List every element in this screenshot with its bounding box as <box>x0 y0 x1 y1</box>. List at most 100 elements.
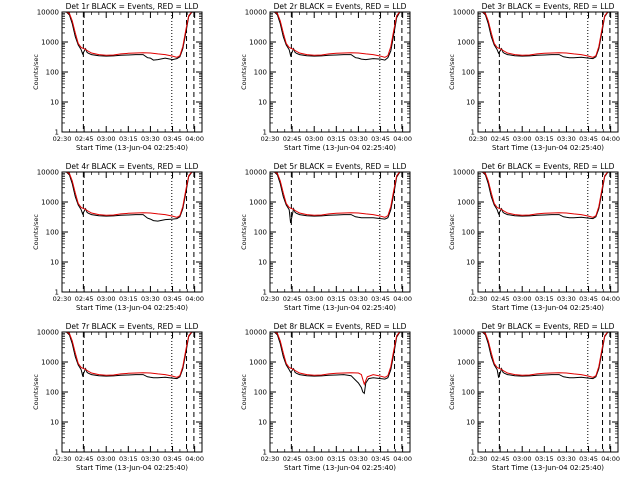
x-tick-label: 03:00 <box>513 455 532 463</box>
plot-frame <box>477 171 619 293</box>
lld-series-line <box>66 12 195 58</box>
x-tick-label: 03:15 <box>535 455 554 463</box>
y-tick-label: 10000 <box>37 329 59 337</box>
x-tick-label: 03:30 <box>141 295 160 303</box>
lld-series-line <box>66 332 195 378</box>
y-axis-label: Counts/sec <box>448 374 456 410</box>
x-tick-label: 04:00 <box>601 135 620 143</box>
panel-7: Det 7r BLACK = Events, RED = LLD 1 10 100 10… <box>32 322 204 472</box>
panel-title: Det 3r BLACK = Events, RED = LLD <box>482 2 615 11</box>
y-tick-label: 1 <box>55 449 59 457</box>
x-tick-label: 03:45 <box>163 135 182 143</box>
x-tick-label: 04:00 <box>185 135 204 143</box>
y-tick-label: 1000 <box>457 39 475 47</box>
y-tick-label: 1000 <box>41 359 59 367</box>
x-tick-label: 02:45 <box>75 295 94 303</box>
panel-3: Det 3r BLACK = Events, RED = LLD 1 10 100 10… <box>448 2 620 152</box>
lld-series-line <box>274 332 403 386</box>
x-axis-label: Start Time (13-Jun-04 02:25:40) <box>76 304 188 312</box>
x-tick-label: 03:15 <box>535 295 554 303</box>
events-series-line <box>66 172 195 222</box>
y-tick-label: 10000 <box>37 9 59 17</box>
x-tick-label: 03:00 <box>305 455 324 463</box>
x-tick-label: 03:15 <box>327 295 346 303</box>
y-tick-label: 10 <box>258 259 267 267</box>
panel-title: Det 1r BLACK = Events, RED = LLD <box>66 2 199 11</box>
x-tick-label: 02:45 <box>283 455 302 463</box>
y-tick-label: 100 <box>462 389 475 397</box>
y-axis-label: Counts/sec <box>32 214 40 250</box>
plot-frame <box>269 171 411 293</box>
x-tick-label: 03:30 <box>349 135 368 143</box>
y-axis-label: Counts/sec <box>32 54 40 90</box>
x-tick-label: 03:30 <box>557 455 576 463</box>
panel-9: Det 9r BLACK = Events, RED = LLD 1 10 100 10… <box>448 322 620 472</box>
y-tick-label: 10000 <box>245 169 267 177</box>
y-tick-label: 1000 <box>457 199 475 207</box>
x-tick-label: 02:45 <box>283 295 302 303</box>
y-tick-label: 100 <box>462 69 475 77</box>
y-tick-label: 1 <box>55 289 59 297</box>
x-axis-label: Start Time (13-Jun-04 02:25:40) <box>76 144 188 152</box>
x-tick-label: 03:45 <box>371 135 390 143</box>
x-tick-label: 02:45 <box>283 135 302 143</box>
y-axis-label: Counts/sec <box>448 54 456 90</box>
panel-title: Det 2r BLACK = Events, RED = LLD <box>274 2 407 11</box>
y-tick-label: 100 <box>46 229 59 237</box>
x-tick-label: 02:30 <box>469 135 488 143</box>
plot-frame <box>61 331 203 453</box>
x-tick-label: 03:30 <box>349 295 368 303</box>
x-axis-label: Start Time (13-Jun-04 02:25:40) <box>492 464 604 472</box>
y-axis-label: Counts/sec <box>240 374 248 410</box>
x-tick-label: 03:30 <box>557 135 576 143</box>
y-tick-label: 1 <box>471 129 475 137</box>
x-tick-label: 02:30 <box>261 295 280 303</box>
events-series-line <box>482 332 611 380</box>
y-tick-label: 10 <box>50 99 59 107</box>
x-axis-label: Start Time (13-Jun-04 02:25:40) <box>284 144 396 152</box>
x-tick-label: 02:45 <box>491 135 510 143</box>
x-axis-label: Start Time (13-Jun-04 02:25:40) <box>76 464 188 472</box>
y-tick-label: 10 <box>466 99 475 107</box>
y-tick-label: 1000 <box>41 39 59 47</box>
events-series-line <box>482 172 611 220</box>
panel-2: Det 2r BLACK = Events, RED = LLD 1 10 100 10… <box>240 2 412 152</box>
y-tick-label: 10 <box>50 259 59 267</box>
x-tick-label: 02:30 <box>261 135 280 143</box>
x-tick-label: 02:45 <box>491 455 510 463</box>
x-tick-label: 03:15 <box>327 135 346 143</box>
y-tick-label: 10000 <box>453 329 475 337</box>
x-tick-label: 03:00 <box>513 135 532 143</box>
y-tick-label: 10000 <box>453 169 475 177</box>
y-axis-label: Counts/sec <box>240 54 248 90</box>
y-axis-label: Counts/sec <box>448 214 456 250</box>
events-series-line <box>66 12 195 61</box>
x-tick-label: 03:00 <box>305 135 324 143</box>
lld-series-line <box>482 332 611 378</box>
y-tick-label: 100 <box>254 389 267 397</box>
x-tick-label: 04:00 <box>393 135 412 143</box>
y-tick-label: 100 <box>254 69 267 77</box>
x-tick-label: 02:30 <box>469 295 488 303</box>
panel-title: Det 5r BLACK = Events, RED = LLD <box>274 162 407 171</box>
x-tick-label: 02:30 <box>53 455 72 463</box>
lld-series-line <box>482 12 611 58</box>
y-tick-label: 1000 <box>457 359 475 367</box>
y-tick-label: 1000 <box>249 359 267 367</box>
x-tick-label: 04:00 <box>601 455 620 463</box>
x-tick-label: 03:45 <box>163 455 182 463</box>
events-series-line <box>274 332 403 395</box>
x-tick-label: 02:30 <box>53 135 72 143</box>
x-tick-label: 03:30 <box>349 455 368 463</box>
y-tick-label: 10 <box>466 419 475 427</box>
x-tick-label: 03:45 <box>579 135 598 143</box>
panel-title: Det 6r BLACK = Events, RED = LLD <box>482 162 615 171</box>
x-tick-label: 03:15 <box>327 455 346 463</box>
y-tick-label: 100 <box>46 69 59 77</box>
x-tick-label: 04:00 <box>185 295 204 303</box>
x-tick-label: 03:00 <box>97 295 116 303</box>
panel-1: Det 1r BLACK = Events, RED = LLD 1 10 100 10… <box>32 2 204 152</box>
x-tick-label: 03:30 <box>141 455 160 463</box>
x-tick-label: 03:45 <box>371 455 390 463</box>
panel-5: Det 5r BLACK = Events, RED = LLD 1 10 100 10… <box>240 162 412 312</box>
